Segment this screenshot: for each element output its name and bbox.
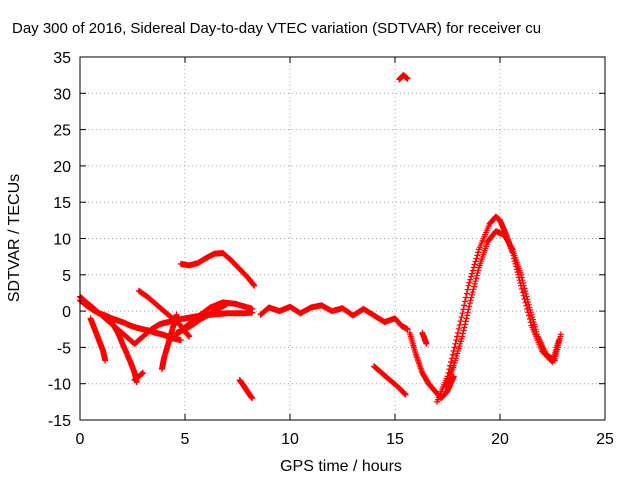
series-arc-hump-5-8	[177, 250, 258, 289]
data-point-markers	[442, 228, 564, 391]
series-arc-mid-up	[169, 299, 256, 342]
x-tick-label: 15	[386, 431, 404, 448]
series-arc-16-5	[419, 329, 430, 347]
y-tick-label: 20	[53, 159, 71, 176]
y-tick-label: 0	[62, 304, 71, 321]
series-arc-drop-4	[158, 311, 180, 373]
y-axis-label: SDTVAR / TECUs	[6, 174, 23, 302]
series-arc-small-2-8	[131, 369, 146, 384]
data-point-markers	[177, 250, 258, 289]
data-point-markers	[396, 72, 411, 83]
data-point-markers	[158, 311, 180, 373]
x-tick-label: 0	[76, 431, 85, 448]
x-axis-label: GPS time / hours	[280, 458, 402, 475]
series-arc-7-9	[236, 377, 256, 402]
y-tick-label: -15	[48, 413, 71, 430]
data-point-markers	[419, 329, 430, 347]
grid-lines	[79, 56, 606, 421]
x-tick-label: 5	[181, 431, 190, 448]
y-tick-label: 5	[62, 268, 71, 285]
data-point-markers	[371, 363, 409, 398]
data-point-markers	[236, 377, 256, 402]
data-point-markers	[131, 369, 146, 384]
y-tick-label: 35	[53, 50, 71, 67]
series-arc-big-peak-inner	[442, 228, 564, 391]
x-tick-label: 25	[596, 431, 614, 448]
y-tick-label: 15	[53, 195, 71, 212]
data-point-markers	[169, 299, 256, 342]
y-tick-label: 25	[53, 123, 71, 140]
y-tick-labels: -15 -10 -5 0 5 10 15 20 25 30 35	[48, 50, 71, 430]
y-tick-label: 10	[53, 232, 71, 249]
chart-title: Day 300 of 2016, Sidereal Day-to-day VTE…	[12, 20, 541, 37]
x-tick-label: 10	[281, 431, 299, 448]
y-tick-label: 30	[53, 86, 71, 103]
data-point-markers	[87, 315, 109, 364]
data-points	[77, 72, 564, 405]
x-tick-labels: 0 5 10 15 20 25	[76, 431, 614, 448]
series-arc-14-15	[371, 363, 409, 398]
x-tick-label: 20	[491, 431, 509, 448]
series-arc-drop-1	[87, 315, 109, 364]
series-arc-15-outlier	[396, 72, 411, 83]
y-tick-label: -10	[48, 377, 71, 394]
plot-frame	[79, 56, 606, 421]
series-arc-9-15	[257, 302, 411, 333]
data-point-markers	[257, 302, 411, 333]
y-tick-label: -5	[57, 340, 71, 357]
